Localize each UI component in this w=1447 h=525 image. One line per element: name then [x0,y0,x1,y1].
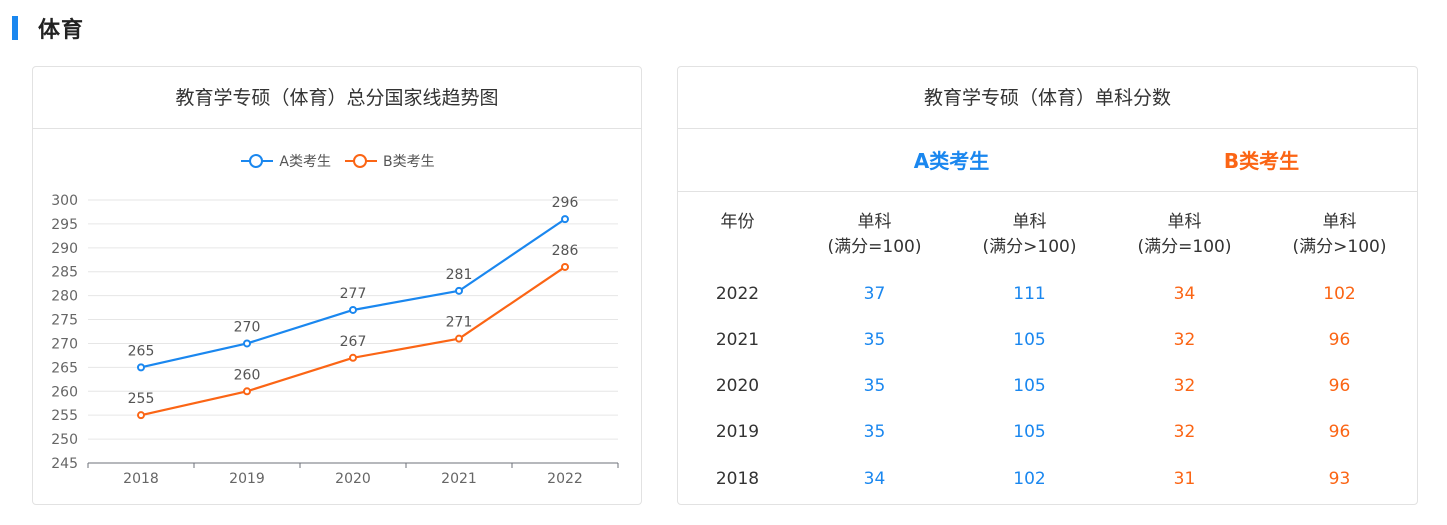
table-header-cell: 单科 (满分>100) [982,212,1077,257]
table-card-title: 教育学专硕（体育）单科分数 [678,67,1417,129]
data-label: 271 [446,315,473,331]
data-label: 265 [128,343,155,359]
legend-item-a[interactable]: A类考生 [241,151,331,171]
x-tick-label: 2018 [123,471,159,487]
table-score-cell: 105 [1013,422,1046,442]
line-chart: 245 250 255 260 265 270 275 280 285 290 295 300 2018… [51,193,619,487]
group-header-row: A类考生 B类考生 [678,130,1417,192]
group-b-label: B类考生 [1223,149,1300,173]
data-point [561,262,569,271]
table-score-cell: 96 [1328,330,1351,350]
table-score-cell: 93 [1328,469,1351,489]
chart-card: 教育学专硕（体育）总分国家线趋势图 245 250 255 260 265 270 275 2… [32,66,642,505]
x-tick-label: 2022 [547,471,583,487]
table-year-cell: 2019 [715,422,760,442]
legend-line-circle-icon [344,154,377,168]
table-score-cell: 31 [1173,469,1196,489]
data-point [243,387,251,396]
table-score-cell: 32 [1173,376,1196,396]
legend-label: A类考生 [279,154,331,170]
data-point [243,339,251,348]
data-label: 255 [128,391,155,407]
y-tick-label: 285 [51,265,78,281]
data-label: 277 [340,286,367,302]
legend-item-b[interactable]: B类考生 [344,151,435,171]
data-point [137,363,145,372]
table-score-cell: 37 [863,284,886,304]
table-year-cell: 2021 [715,330,760,350]
legend-label: B类考生 [382,154,435,170]
y-tick-label: 250 [51,432,78,448]
table-year-cell: 2020 [715,376,760,396]
x-tick-label: 2019 [229,471,265,487]
table-score-cell: 96 [1328,376,1351,396]
data-point [349,353,357,362]
table-score-cell: 111 [1013,284,1046,304]
legend-line-circle-icon [241,154,274,168]
y-tick-label: 300 [51,193,78,209]
table-header-cell: 年份 [720,212,755,232]
data-point [455,334,463,343]
y-tick-label: 290 [51,241,78,257]
table-score-cell: 35 [863,376,886,396]
data-label: 286 [552,243,579,259]
table-score-cell: 102 [1323,284,1356,304]
data-label: 260 [234,367,261,383]
score-table-card: 教育学专硕（体育）单科分数 A类考生 B类考生 年份 单科 (满分=100) 单科 (满… [677,66,1418,505]
table-score-cell: 34 [1173,284,1196,304]
y-tick-label: 270 [51,336,78,352]
table-score-cell: 32 [1173,330,1196,350]
section-header: 体育 [12,14,85,43]
table-header-cell: 单科 (满分=100) [1137,212,1232,257]
y-tick-label: 255 [51,408,78,424]
y-tick-label: 245 [51,456,78,472]
data-point [137,411,145,420]
data-point [349,305,357,314]
table-score-cell: 96 [1328,422,1351,442]
data-point [561,215,569,224]
chart-legend: A类考生 B类考生 [33,151,641,171]
x-tick-label: 2020 [335,471,371,487]
x-tick-label: 2021 [441,471,477,487]
table-score-cell: 35 [863,422,886,442]
table-header-cell: 单科 (满分>100) [1292,212,1387,257]
y-tick-label: 260 [51,384,78,400]
table-year-cell: 2018 [715,469,760,489]
group-a-label: A类考生 [913,149,990,173]
table-score-cell: 34 [863,469,886,489]
y-tick-label: 265 [51,360,78,376]
data-point [455,286,463,295]
y-tick-label: 280 [51,289,78,305]
table-score-cell: 32 [1173,422,1196,442]
section-accent-bar [12,16,18,40]
table-header-cell: 单科 (满分=100) [827,212,922,257]
table-score-cell: 102 [1013,469,1046,489]
table-score-cell: 35 [863,330,886,350]
data-label: 296 [552,195,579,211]
section-title: 体育 [38,18,85,43]
table-year-cell: 2022 [715,284,760,304]
chart-card-title: 教育学专硕（体育）总分国家线趋势图 [33,67,641,129]
table-score-cell: 105 [1013,330,1046,350]
data-label: 270 [234,319,261,335]
y-tick-label: 295 [51,217,78,233]
data-label: 267 [340,334,367,350]
table-score-cell: 105 [1013,376,1046,396]
data-label: 281 [446,267,473,283]
y-tick-label: 275 [51,313,78,329]
